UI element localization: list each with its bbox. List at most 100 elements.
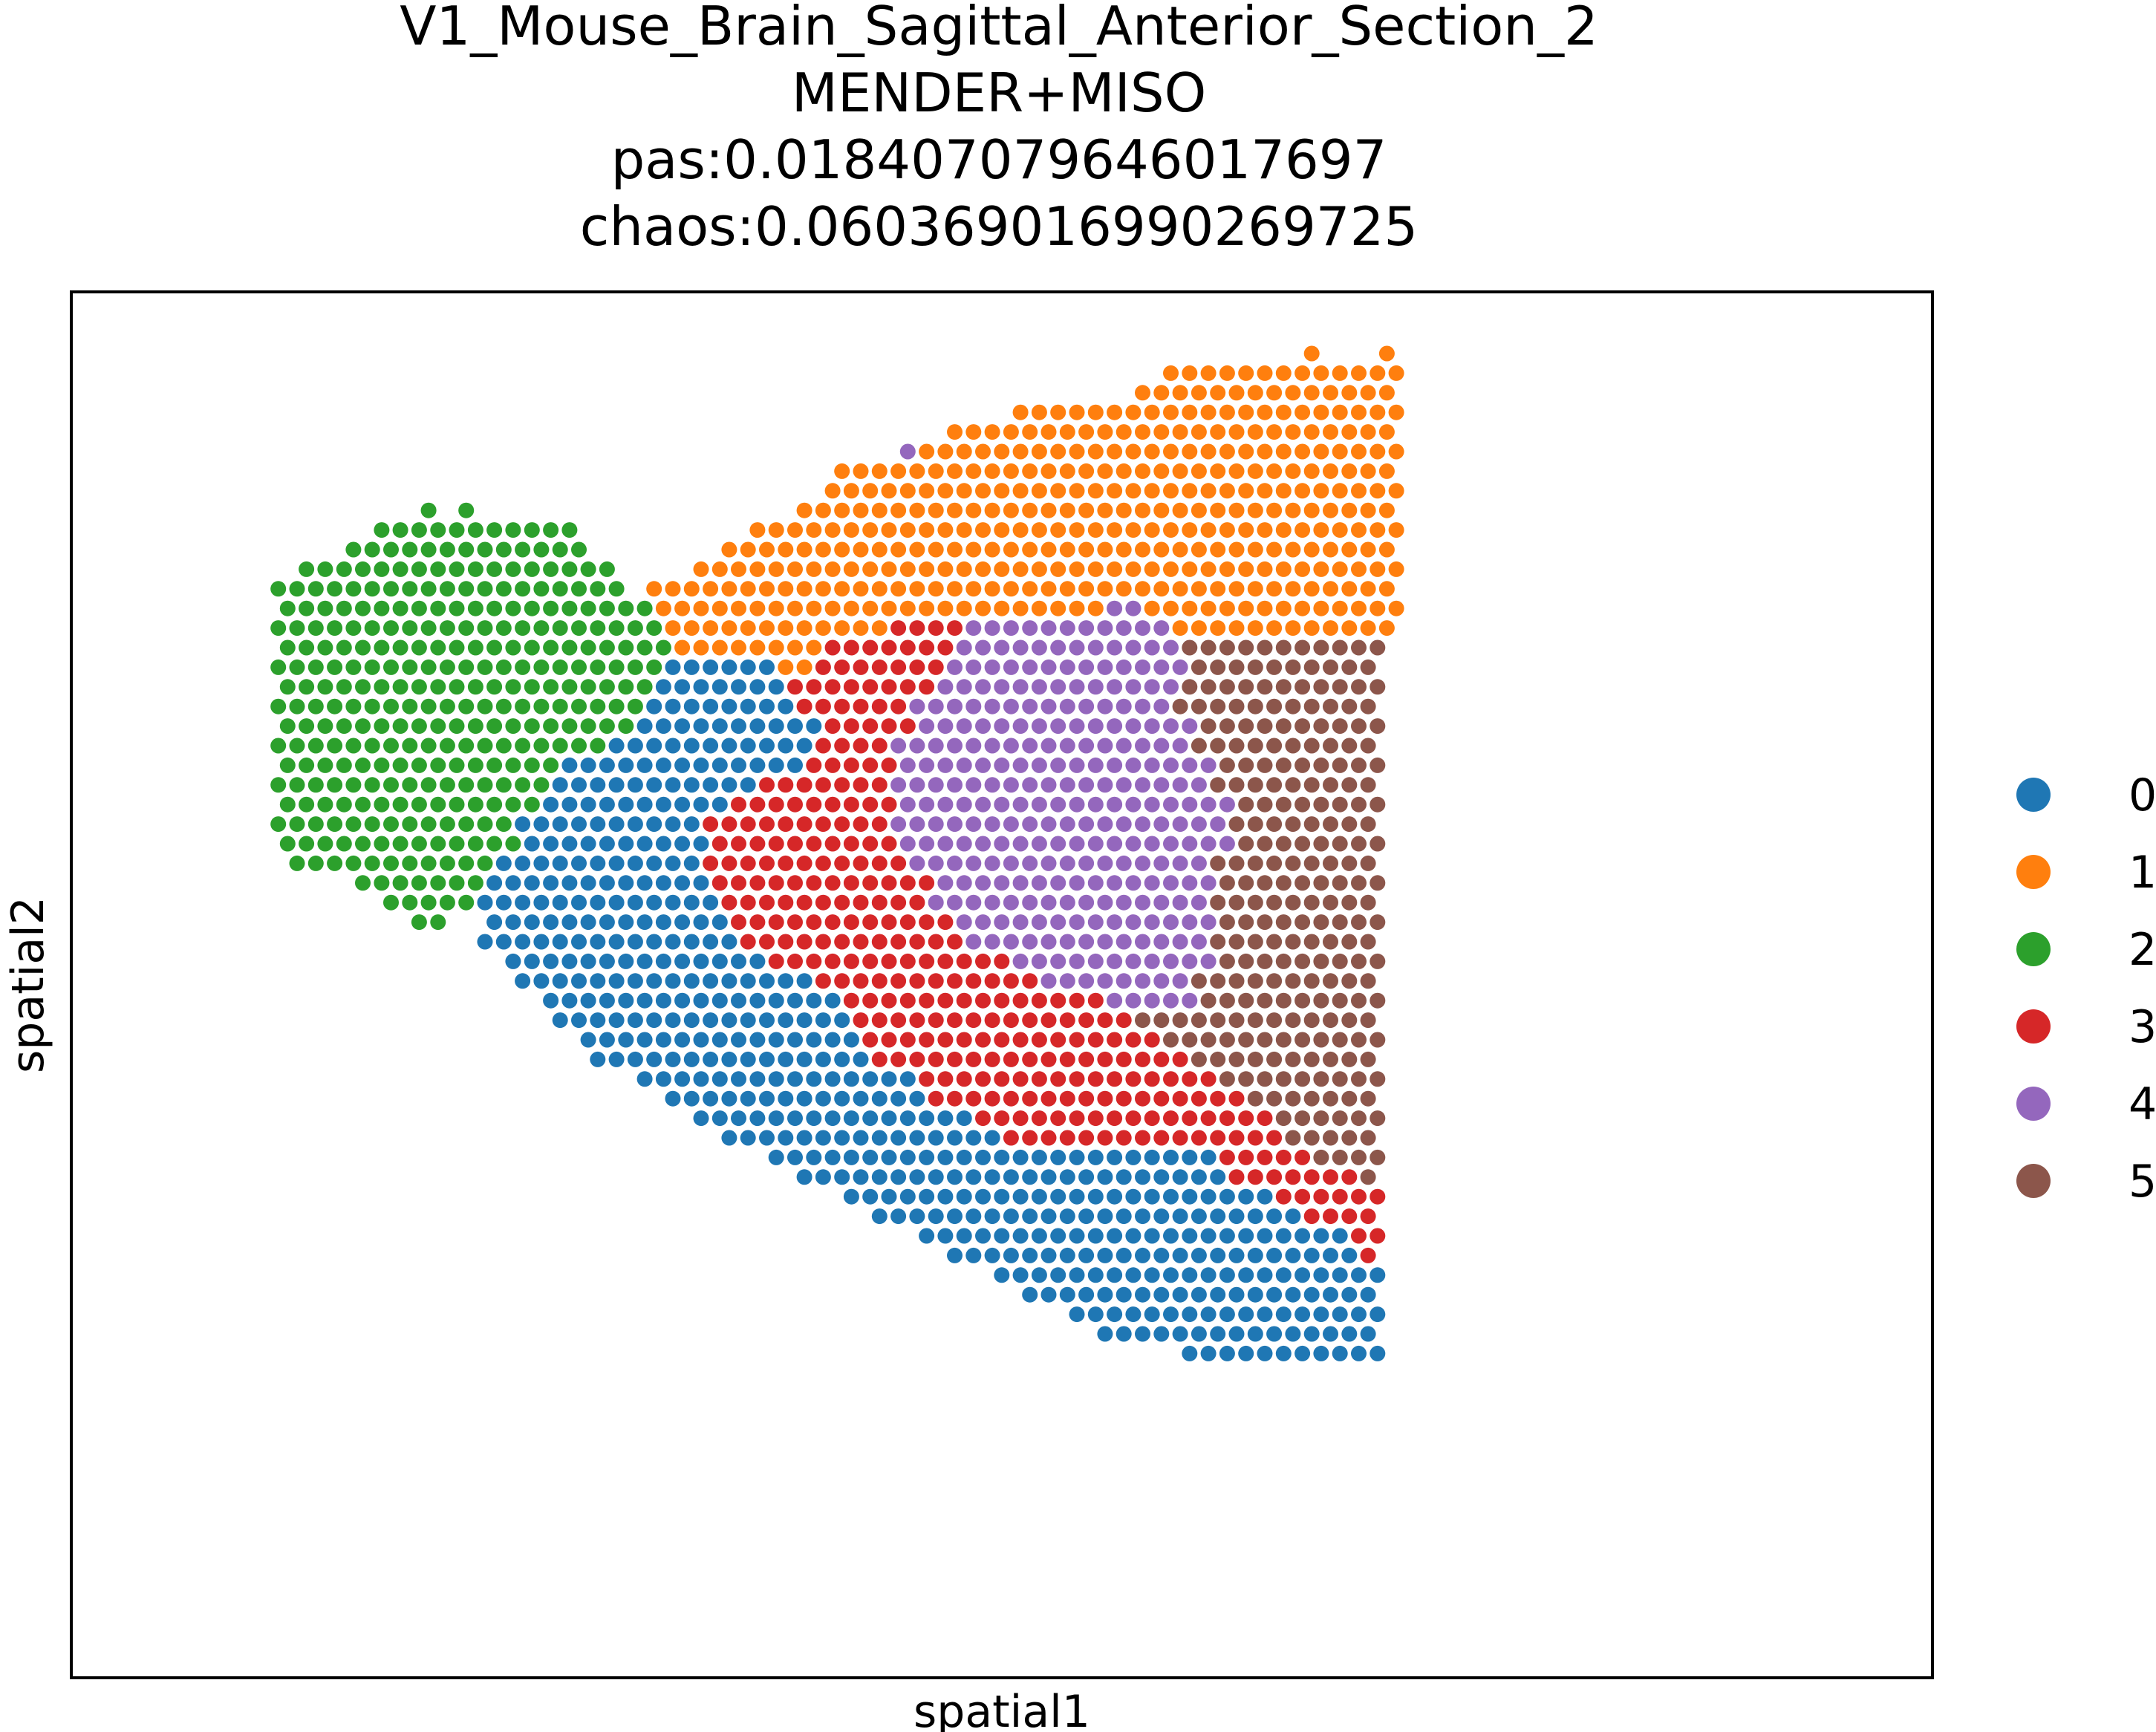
spot-cluster-0 [590,934,606,950]
spot-cluster-0 [571,934,587,950]
spot-cluster-3 [899,914,916,931]
spot-cluster-1 [1200,600,1217,616]
spot-cluster-5 [1219,679,1235,695]
spot-cluster-2 [505,679,521,695]
spot-cluster-0 [543,992,559,1009]
spot-cluster-3 [871,659,888,675]
spot-cluster-2 [580,561,596,577]
spot-cluster-4 [1172,816,1188,833]
spot-cluster-3 [796,698,812,714]
spot-cluster-2 [317,639,333,656]
title-line-3: pas:0.018407079646017697 [611,128,1387,191]
spot-cluster-1 [1378,385,1395,401]
spot-cluster-0 [1107,1267,1123,1283]
spot-cluster-5 [1238,796,1254,813]
spot-cluster-5 [1228,973,1245,989]
spot-cluster-5 [1332,1032,1348,1048]
spot-cluster-3 [740,855,756,871]
spot-cluster-4 [1031,875,1047,891]
spot-cluster-1 [909,502,925,518]
spot-cluster-5 [1341,777,1358,793]
spot-cluster-1 [881,522,897,538]
spot-cluster-0 [1163,1149,1179,1165]
spot-cluster-1 [984,424,1000,440]
spot-cluster-1 [1116,541,1132,558]
spot-cluster-0 [956,1228,972,1244]
spot-cluster-5 [1323,894,1338,911]
spot-cluster-5 [1285,973,1301,989]
spot-cluster-0 [618,992,634,1009]
spot-cluster-1 [1266,502,1283,518]
spot-cluster-3 [1210,1130,1226,1146]
spot-cluster-0 [778,1130,794,1146]
spot-cluster-4 [975,914,991,931]
spot-cluster-4 [1125,796,1141,813]
spot-cluster-1 [768,561,784,577]
spot-cluster-0 [646,1012,662,1029]
spot-cluster-3 [834,855,850,871]
spot-cluster-0 [636,875,653,891]
spot-cluster-4 [1031,639,1047,656]
spot-cluster-0 [796,1012,812,1029]
spot-cluster-3 [815,934,831,950]
spot-cluster-2 [467,561,483,577]
spot-cluster-0 [1172,1169,1188,1185]
spot-cluster-1 [1003,502,1019,518]
spot-cluster-2 [524,718,540,735]
spot-cluster-2 [383,620,399,637]
spot-cluster-0 [1107,1228,1123,1244]
spot-cluster-4 [1087,757,1104,773]
spot-cluster-3 [834,698,850,714]
spot-cluster-1 [890,581,907,597]
spot-cluster-1 [1294,561,1311,577]
spot-cluster-2 [477,777,493,793]
spot-cluster-5 [1191,1051,1207,1067]
spot-cluster-0 [571,894,587,911]
spot-cluster-4 [1144,718,1160,735]
spot-cluster-0 [1022,1286,1038,1303]
spot-cluster-1 [1341,541,1358,558]
spot-cluster-1 [1078,424,1095,440]
spot-cluster-3 [899,718,916,735]
spot-cluster-3 [787,914,803,931]
spot-cluster-2 [618,600,634,616]
spot-cluster-3 [899,1032,916,1048]
spot-cluster-2 [458,855,475,871]
spot-cluster-3 [928,934,944,950]
spot-cluster-3 [815,698,831,714]
spot-cluster-0 [665,1090,681,1107]
spot-cluster-3 [899,639,916,656]
spot-cluster-2 [590,620,606,637]
spot-cluster-0 [561,757,578,773]
spot-cluster-0 [796,738,812,754]
spot-cluster-2 [270,698,287,714]
spot-cluster-4 [1144,796,1160,813]
spot-cluster-3 [806,953,822,969]
spot-cluster-3 [759,934,775,950]
spot-cluster-4 [994,718,1010,735]
spot-cluster-1 [909,581,925,597]
spot-cluster-1 [1031,483,1047,499]
spot-cluster-5 [1294,992,1311,1009]
spot-cluster-2 [299,600,315,616]
spot-cluster-2 [420,620,437,637]
spot-cluster-5 [1303,698,1320,714]
spot-cluster-1 [984,502,1000,518]
spot-cluster-3 [834,738,850,754]
spot-cluster-0 [1228,1247,1245,1263]
spot-cluster-1 [1182,483,1198,499]
spot-cluster-2 [430,796,446,813]
spot-cluster-4 [956,796,972,813]
spot-cluster-3 [843,796,859,813]
spot-cluster-4 [1153,738,1170,754]
spot-cluster-0 [561,992,578,1009]
spot-cluster-4 [984,855,1000,871]
spot-cluster-0 [627,973,643,989]
spot-cluster-0 [1238,1345,1254,1361]
spot-cluster-1 [1135,581,1150,597]
spot-cluster-4 [1116,855,1132,871]
spot-cluster-2 [430,757,446,773]
spot-cluster-0 [1059,1208,1075,1225]
spot-cluster-0 [1031,1228,1047,1244]
